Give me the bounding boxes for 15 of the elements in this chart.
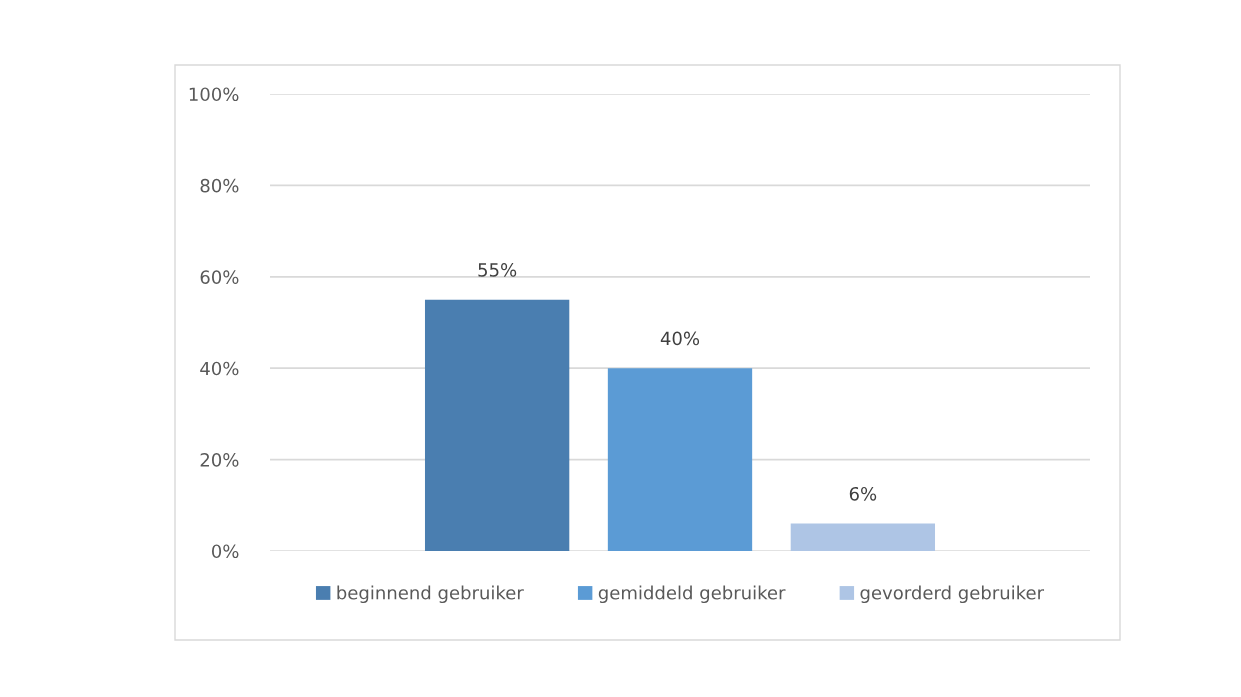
y-tick-label: 60% [200, 270, 239, 284]
bar [424, 299, 570, 551]
y-tick-label: 80% [200, 178, 239, 193]
text: 6% [849, 486, 877, 501]
y-tick-label: 40% [200, 361, 239, 376]
legend-label: gemiddeld gebruiker [598, 585, 786, 603]
bar [607, 368, 753, 551]
bar [790, 523, 936, 551]
text: 55% [478, 263, 517, 277]
y-tick-label: 20% [200, 453, 239, 467]
legend-label: gevorderd gebruiker [860, 585, 1045, 603]
text: 40% [660, 331, 700, 346]
legend-label: beginnend gebruiker [337, 585, 524, 603]
y-tick-label: 0% [211, 544, 239, 559]
y-tick-label: 100% [189, 87, 239, 102]
